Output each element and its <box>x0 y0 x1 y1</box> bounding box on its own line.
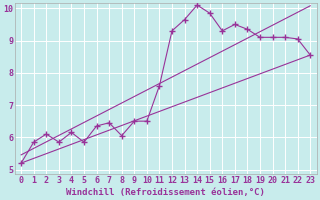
X-axis label: Windchill (Refroidissement éolien,°C): Windchill (Refroidissement éolien,°C) <box>66 188 265 197</box>
